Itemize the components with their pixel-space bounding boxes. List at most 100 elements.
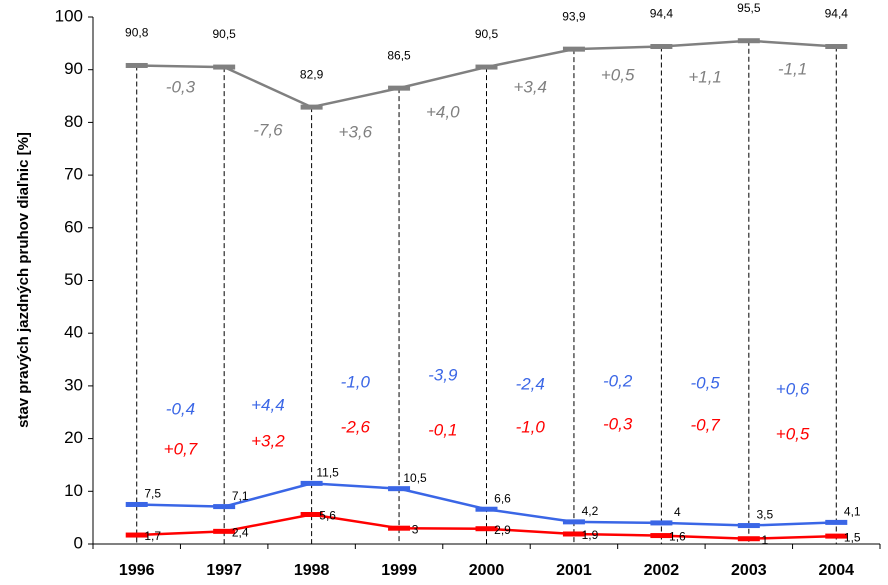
point-marker <box>475 526 498 532</box>
point-marker <box>475 506 498 512</box>
change-label: -1,1 <box>778 59 807 78</box>
point-marker <box>475 64 498 70</box>
point-marker <box>125 62 148 68</box>
value-label: 7,1 <box>232 489 249 503</box>
point-marker <box>825 519 848 525</box>
change-label: +3,2 <box>251 431 285 450</box>
point-marker <box>650 520 673 526</box>
y-tick-label: 30 <box>64 375 83 394</box>
change-label: +4,4 <box>251 395 285 414</box>
value-label: 4,1 <box>844 505 861 519</box>
value-label: 3 <box>412 522 419 536</box>
change-label: +0,5 <box>776 424 810 443</box>
x-tick-label: 1997 <box>206 562 242 579</box>
value-label: 90,5 <box>475 27 499 41</box>
value-label: 1,5 <box>844 530 861 544</box>
value-label: 11,5 <box>316 466 339 480</box>
value-label: 7,5 <box>144 487 161 501</box>
point-marker <box>737 536 760 542</box>
point-marker <box>388 486 411 492</box>
change-label: +0,6 <box>776 379 810 398</box>
y-tick-label: 40 <box>64 323 83 342</box>
value-label: 1,6 <box>669 530 686 544</box>
x-tick-label: 2004 <box>818 562 854 579</box>
value-label: 1 <box>761 533 768 547</box>
point-marker <box>300 104 323 110</box>
point-marker <box>650 533 673 539</box>
change-label: +3,4 <box>513 77 547 96</box>
point-marker <box>300 480 323 486</box>
value-label: 94,4 <box>825 7 849 21</box>
change-label: -0,5 <box>690 373 720 392</box>
change-label: -2,4 <box>516 374 545 393</box>
value-label: 4 <box>674 505 681 519</box>
value-label: 94,4 <box>650 7 674 21</box>
point-marker <box>825 44 848 50</box>
value-label: 10,5 <box>403 471 427 485</box>
change-label: -1,0 <box>341 372 371 391</box>
point-marker <box>562 519 585 525</box>
change-label: -0,3 <box>166 77 196 96</box>
value-label: 3,5 <box>756 508 773 522</box>
y-tick-label: 90 <box>64 59 83 78</box>
change-label: +1,1 <box>688 67 722 86</box>
point-marker <box>737 523 760 529</box>
y-tick-label: 10 <box>64 481 83 500</box>
value-label: 95,5 <box>737 1 761 15</box>
value-label: 2,4 <box>232 526 249 540</box>
change-label: -0,1 <box>428 420 457 439</box>
point-marker <box>388 85 411 91</box>
value-label: 90,8 <box>125 26 149 40</box>
x-tick-label: 1998 <box>294 562 330 579</box>
x-tick-label: 2002 <box>644 562 680 579</box>
x-tick-label: 1999 <box>381 562 417 579</box>
value-label: 6,6 <box>494 491 511 505</box>
value-label: 1,9 <box>582 528 599 542</box>
point-marker <box>562 531 585 537</box>
change-label: +4,0 <box>426 102 460 121</box>
point-marker <box>125 501 148 507</box>
y-tick-label: 50 <box>64 270 83 289</box>
change-label: +0,5 <box>601 65 635 84</box>
value-label: 93,9 <box>562 9 586 23</box>
x-tick-label: 2001 <box>556 562 592 579</box>
point-marker <box>125 532 148 538</box>
point-marker <box>300 511 323 517</box>
value-label: 5,6 <box>319 509 336 523</box>
change-label: -2,6 <box>341 417 371 436</box>
y-axis-label: stav pravých jazdných pruhov diaľnic [%] <box>15 132 32 428</box>
change-label: -7,6 <box>253 120 283 139</box>
y-tick-label: 80 <box>64 112 83 131</box>
point-marker <box>213 504 236 510</box>
value-label: 2,9 <box>494 523 511 537</box>
point-marker <box>562 46 585 52</box>
point-marker <box>825 533 848 539</box>
change-label: +3,6 <box>339 122 373 141</box>
x-tick-label: 2000 <box>469 562 505 579</box>
series-line <box>136 39 837 109</box>
change-label: -1,0 <box>516 417 546 436</box>
change-label: -0,2 <box>603 371 633 390</box>
change-label: -0,3 <box>603 414 633 433</box>
y-tick-label: 70 <box>64 165 83 184</box>
value-label: 1,7 <box>144 529 161 543</box>
x-tick-label: 2003 <box>731 562 767 579</box>
value-label: 90,5 <box>212 27 236 41</box>
change-label: -0,4 <box>166 399 195 418</box>
y-tick-label: 100 <box>55 6 83 25</box>
y-tick-label: 60 <box>64 217 83 236</box>
x-tick-label: 1996 <box>119 562 155 579</box>
change-label: -0,7 <box>690 415 720 434</box>
point-marker <box>388 525 411 531</box>
value-label: 82,9 <box>300 67 324 81</box>
y-tick-label: 20 <box>64 428 83 447</box>
value-label: 86,5 <box>387 48 411 62</box>
point-marker <box>737 38 760 44</box>
point-marker <box>213 528 236 534</box>
y-tick-label: 0 <box>74 533 83 552</box>
point-marker <box>650 44 673 50</box>
change-label: +0,7 <box>164 439 198 458</box>
value-label: 4,2 <box>582 504 599 518</box>
change-label: -3,9 <box>428 365 458 384</box>
